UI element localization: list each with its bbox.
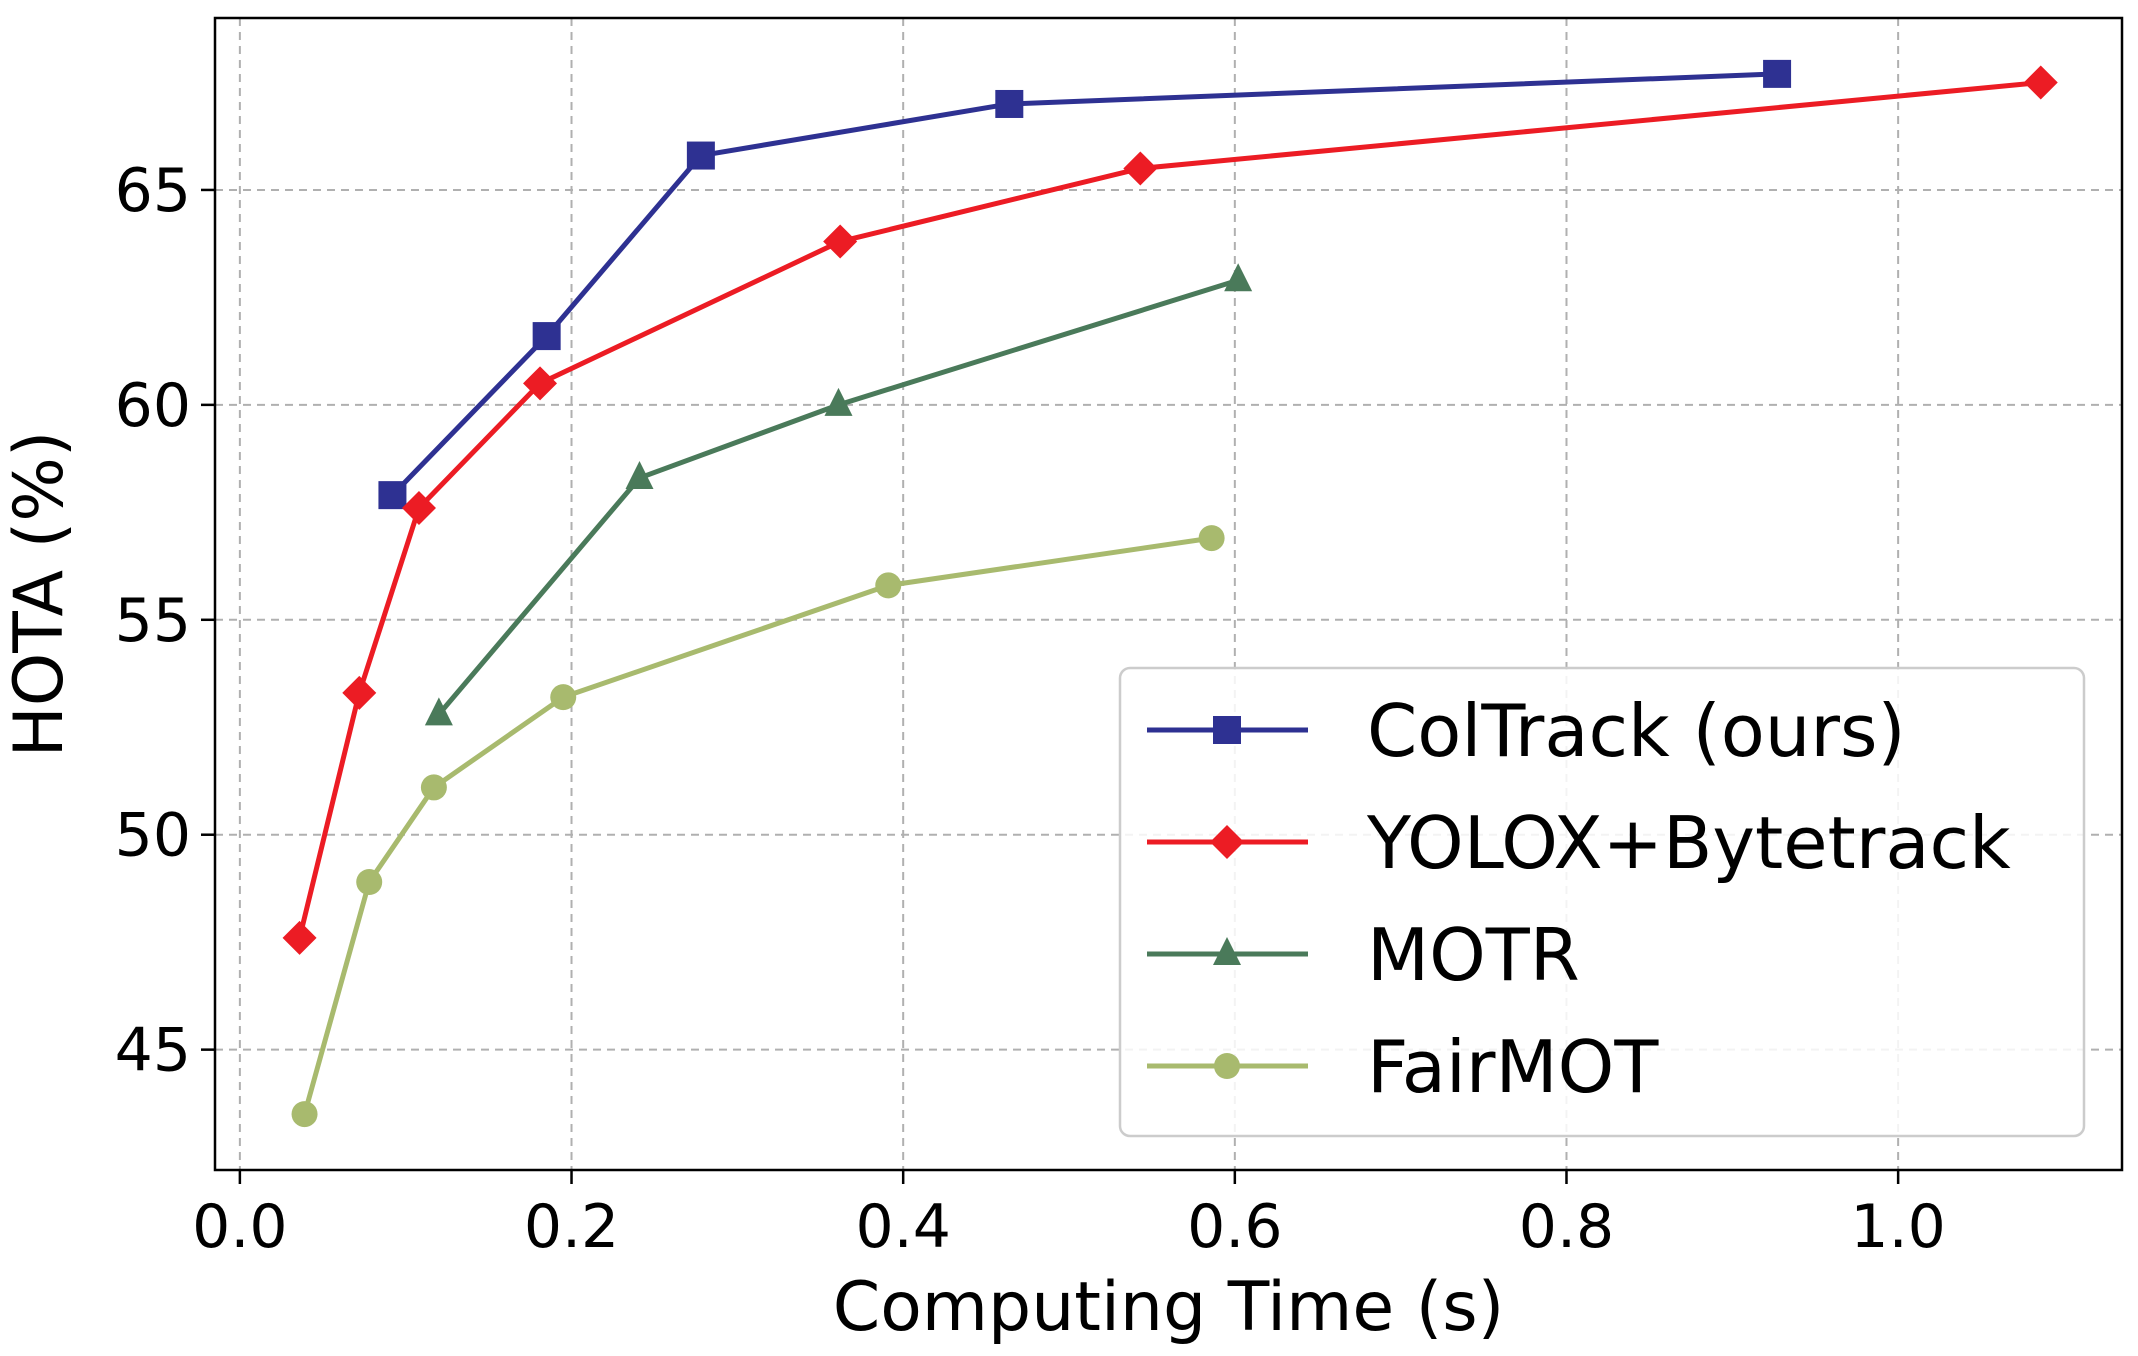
legend-marker-coltrack-ours	[1213, 716, 1241, 744]
data-point-motr	[424, 697, 453, 726]
x-ticks: 0.0 0.2 0.4 0.6 0.8 1.0	[192, 1170, 1946, 1262]
legend: ColTrack (ours) YOLOX+Bytetrack MOTR FairMO…	[1118, 666, 2086, 1138]
data-point-motr	[625, 460, 654, 489]
data-point-yolox-bytetrack	[342, 675, 377, 710]
plot-frame	[213, 16, 2124, 1172]
y-tick-label: 60	[115, 371, 191, 441]
data-point-motr	[1224, 263, 1253, 292]
data-point-fairmot	[420, 774, 447, 801]
legend-marker-motr	[1213, 937, 1241, 965]
data-point-fairmot	[291, 1101, 318, 1128]
series-motr	[424, 263, 1253, 726]
y-axis-label: HOTA (%)	[0, 431, 79, 758]
data-point-fairmot	[356, 869, 383, 895]
data-point-motr	[824, 387, 853, 416]
data-point-fairmot	[1198, 525, 1225, 552]
legend-marker-fairmot	[1214, 1053, 1240, 1079]
legend-label-fairmot: FairMOT	[1367, 1025, 1659, 1109]
data-point-yolox-bytetrack	[523, 366, 558, 401]
data-point-coltrack-ours	[1763, 59, 1792, 88]
data-point-coltrack-ours	[995, 89, 1024, 118]
y-tick-label: 65	[115, 156, 191, 226]
legend-label-yolox-bytetrack: YOLOX+Bytetrack	[1366, 801, 2011, 885]
data-point-fairmot	[875, 572, 902, 599]
legend-marker-yolox-bytetrack	[1210, 825, 1244, 859]
data-point-yolox-bytetrack	[401, 491, 436, 526]
y-tick-label: 55	[115, 586, 191, 656]
data-point-yolox-bytetrack	[823, 224, 858, 259]
data-point-coltrack-ours	[378, 481, 407, 510]
x-tick-label: 0.8	[1519, 1192, 1614, 1262]
data-point-fairmot	[550, 684, 577, 711]
data-point-yolox-bytetrack	[282, 920, 317, 955]
series-yolox-bytetrack	[282, 65, 2058, 955]
y-tick-label: 50	[115, 801, 191, 871]
legend-item-coltrack-ours: ColTrack (ours)	[1147, 689, 1906, 773]
series-line-motr	[436, 277, 1239, 716]
legend-items: ColTrack (ours) YOLOX+Bytetrack MOTR FairMO…	[1147, 689, 2011, 1109]
y-ticks: 45 50 55 60 65	[115, 156, 215, 1086]
y-tick-label: 45	[115, 1016, 191, 1086]
series-fairmot	[291, 525, 1225, 1128]
x-tick-label: 0.4	[855, 1192, 950, 1262]
x-tick-label: 1.0	[1850, 1192, 1945, 1262]
legend-item-yolox-bytetrack: YOLOX+Bytetrack	[1147, 801, 2011, 885]
data-point-yolox-bytetrack	[1123, 151, 1158, 186]
x-tick-label: 0.6	[1187, 1192, 1282, 1262]
legend-label-motr: MOTR	[1367, 913, 1580, 997]
series-coltrack-ours	[378, 59, 1792, 510]
data-point-yolox-bytetrack	[2023, 65, 2058, 100]
x-tick-label: 0.0	[192, 1192, 287, 1262]
data-point-coltrack-ours	[532, 322, 561, 351]
series-line-coltrack-ours	[390, 71, 1778, 497]
legend-item-motr: MOTR	[1147, 913, 1580, 997]
series-line-fairmot	[302, 535, 1212, 1115]
legend-box	[1118, 666, 2086, 1138]
x-tick-label: 0.2	[524, 1192, 619, 1262]
x-axis-label: Computing Time (s)	[833, 1268, 1505, 1347]
legend-item-fairmot: FairMOT	[1147, 1025, 1659, 1109]
legend-label-coltrack-ours: ColTrack (ours)	[1367, 689, 1906, 773]
series-layer	[282, 59, 2058, 1128]
data-point-coltrack-ours	[686, 141, 715, 170]
